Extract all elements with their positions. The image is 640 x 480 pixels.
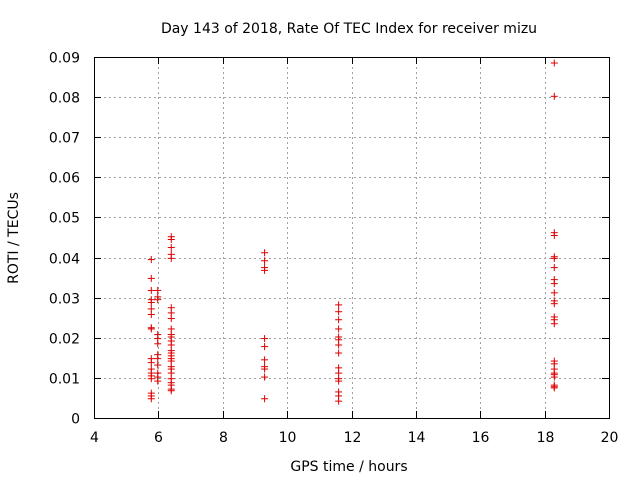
x-tick-labels: 4 6 8 10 12 14 16 18 20 bbox=[90, 430, 618, 446]
x-axis-label: GPS time / hours bbox=[290, 459, 407, 475]
x-tick-label: 20 bbox=[601, 430, 619, 446]
data-point bbox=[261, 266, 269, 274]
data-point bbox=[154, 296, 162, 304]
y-tick-label: 0.06 bbox=[49, 171, 80, 187]
data-point bbox=[335, 349, 343, 357]
x-tick-label: 4 bbox=[90, 430, 99, 446]
data-point bbox=[335, 397, 343, 405]
chart-title: Day 143 of 2018, Rate Of TEC Index for r… bbox=[161, 21, 537, 37]
data-point bbox=[335, 316, 343, 324]
y-tick-label: 0.07 bbox=[49, 131, 80, 147]
data-point bbox=[550, 289, 558, 297]
data-point bbox=[154, 361, 162, 369]
y-tick-label: 0.03 bbox=[49, 292, 80, 308]
data-point bbox=[261, 257, 269, 265]
data-point bbox=[335, 308, 343, 316]
y-tick-label: 0.09 bbox=[49, 51, 80, 67]
data-point bbox=[147, 311, 155, 319]
data-points bbox=[147, 59, 558, 405]
data-point bbox=[147, 256, 155, 264]
x-tick-label: 10 bbox=[279, 430, 297, 446]
x-tick-label: 12 bbox=[344, 430, 362, 446]
y-tick-label: 0 bbox=[71, 412, 80, 428]
x-tick-label: 14 bbox=[408, 430, 426, 446]
data-point bbox=[154, 377, 162, 385]
x-tick-label: 6 bbox=[154, 430, 163, 446]
data-point bbox=[550, 254, 558, 262]
data-point bbox=[147, 395, 155, 403]
data-point bbox=[550, 280, 558, 288]
data-point bbox=[154, 355, 162, 363]
data-point bbox=[147, 359, 155, 367]
data-point bbox=[261, 395, 269, 403]
data-point bbox=[335, 325, 343, 333]
data-point bbox=[335, 377, 343, 385]
y-tick-label: 0.08 bbox=[49, 91, 80, 107]
x-tick-label: 16 bbox=[472, 430, 490, 446]
data-point bbox=[147, 375, 155, 383]
data-point bbox=[261, 365, 269, 373]
y-tick-label: 0.01 bbox=[49, 372, 80, 388]
x-tick-label: 18 bbox=[537, 430, 555, 446]
data-point bbox=[167, 236, 175, 244]
data-point bbox=[261, 249, 269, 257]
data-point bbox=[261, 335, 269, 343]
grid bbox=[94, 57, 609, 418]
data-point bbox=[550, 59, 558, 67]
y-tick-label: 0.04 bbox=[49, 252, 80, 268]
data-point bbox=[167, 315, 175, 323]
y-tick-label: 0.05 bbox=[49, 211, 80, 227]
data-point bbox=[147, 325, 155, 333]
data-point bbox=[167, 244, 175, 252]
data-point bbox=[147, 298, 155, 306]
data-point bbox=[167, 387, 175, 395]
data-point bbox=[550, 384, 558, 392]
data-point bbox=[261, 343, 269, 351]
data-point bbox=[147, 274, 155, 282]
data-point bbox=[550, 231, 558, 239]
y-tick-label: 0.02 bbox=[49, 332, 80, 348]
data-point bbox=[550, 92, 558, 100]
data-point bbox=[550, 373, 558, 381]
data-point bbox=[335, 301, 343, 309]
axis-ticks bbox=[94, 57, 610, 419]
data-point bbox=[550, 264, 558, 272]
y-tick-labels: 0 0.01 0.02 0.03 0.04 0.05 0.06 0.07 0.08 0.09 bbox=[49, 51, 80, 428]
y-axis-label: ROTI / TECUs bbox=[6, 192, 22, 284]
data-point bbox=[167, 254, 175, 262]
x-tick-label: 8 bbox=[219, 430, 228, 446]
data-point bbox=[550, 320, 558, 328]
data-point bbox=[261, 356, 269, 364]
data-point bbox=[550, 300, 558, 308]
data-point bbox=[154, 340, 162, 348]
data-point bbox=[335, 341, 343, 349]
data-point bbox=[154, 286, 162, 294]
data-point bbox=[147, 286, 155, 294]
data-point bbox=[261, 373, 269, 381]
